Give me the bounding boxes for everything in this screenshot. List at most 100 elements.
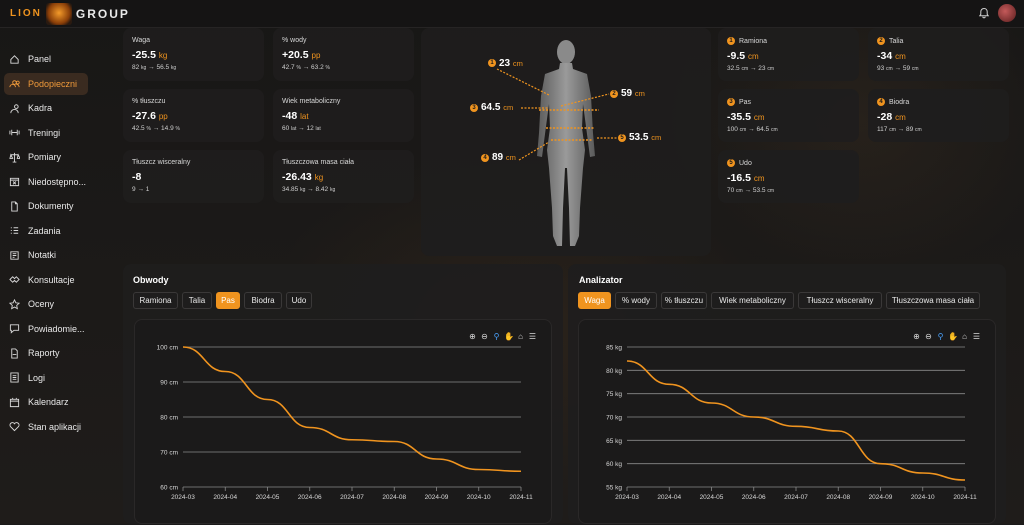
measure-number-badge: 4 bbox=[481, 154, 489, 162]
range-from: 42.5 bbox=[132, 125, 145, 132]
stat-unit: kg bbox=[159, 51, 167, 60]
range-to-unit: cm bbox=[767, 66, 774, 72]
sidebar-item[interactable]: Podopieczni bbox=[4, 73, 88, 95]
measure-line bbox=[497, 69, 549, 95]
x-tick-label: 2024-06 bbox=[742, 494, 766, 501]
range-from: 70 bbox=[727, 187, 734, 194]
tab-obwody[interactable]: Pas bbox=[216, 292, 240, 309]
x-tick-label: 2024-08 bbox=[826, 494, 850, 501]
staff-icon bbox=[9, 103, 20, 114]
y-tick-label: 100 cm bbox=[157, 345, 178, 352]
range-from-unit: cm bbox=[741, 66, 748, 72]
range-to-unit: cm bbox=[767, 188, 774, 194]
logo-text-left: LION bbox=[10, 8, 42, 19]
stat-value: -16.5 cm bbox=[727, 172, 850, 184]
sidebar-item[interactable]: Stan aplikacji bbox=[4, 416, 88, 438]
measure-number: 59 bbox=[621, 88, 632, 99]
stat-label: Waga bbox=[132, 37, 255, 44]
stat-label: % tłuszczu bbox=[132, 98, 255, 105]
measure-number: 23 bbox=[499, 58, 510, 69]
range-to: 14.9 bbox=[161, 125, 174, 132]
sidebar-item[interactable]: Notatki bbox=[4, 244, 88, 266]
range-to: 89 bbox=[906, 126, 913, 133]
stat-number: -34 bbox=[877, 50, 892, 62]
measure-unit: cm bbox=[651, 133, 661, 142]
sidebar-item[interactable]: Pomiary bbox=[4, 146, 88, 168]
x-tick-label: 2024-07 bbox=[340, 494, 364, 501]
sidebar-item[interactable]: Dokumenty bbox=[4, 195, 88, 217]
sidebar-item[interactable]: Kalendarz bbox=[4, 391, 88, 413]
measure-unit: cm bbox=[503, 103, 513, 112]
y-tick-label: 60 kg bbox=[606, 461, 622, 468]
app-logo[interactable]: LION GROUP bbox=[10, 3, 130, 25]
stat-label: Udo bbox=[739, 160, 752, 167]
sidebar-item[interactable]: Raporty bbox=[4, 342, 88, 364]
x-tick-label: 2024-04 bbox=[657, 494, 681, 501]
y-tick-label: 85 kg bbox=[606, 345, 622, 352]
bell-icon[interactable] bbox=[978, 7, 990, 19]
tab-obwody[interactable]: Ramiona bbox=[133, 292, 178, 309]
stat-range: 70 cm → 53.5 cm bbox=[727, 187, 850, 194]
tab-analizator[interactable]: Wiek metaboliczny bbox=[711, 292, 794, 309]
sidebar-item-label: Zadania bbox=[28, 226, 61, 236]
stat-label: Tłuszcz wisceralny bbox=[132, 159, 255, 166]
measure-number-badge: 4 bbox=[877, 98, 885, 106]
tab-analizator[interactable]: Tłuszczowa masa ciała bbox=[886, 292, 980, 309]
handshake-icon bbox=[9, 274, 20, 285]
user-avatar[interactable] bbox=[998, 4, 1016, 22]
range-to: 8.42 bbox=[316, 186, 329, 193]
range-to: 1 bbox=[146, 186, 150, 193]
sidebar-item[interactable]: Panel bbox=[4, 48, 88, 70]
tab-analizator[interactable]: % wody bbox=[615, 292, 657, 309]
sidebar-item[interactable]: Konsultacje bbox=[4, 269, 88, 291]
sidebar-item-label: Podopieczni bbox=[28, 79, 77, 89]
sidebar-item[interactable]: Kadra bbox=[4, 97, 88, 119]
star-icon bbox=[9, 299, 20, 310]
range-from: 82 bbox=[132, 64, 139, 71]
x-tick-label: 2024-10 bbox=[467, 494, 491, 501]
measure-value: 64.5 cm bbox=[481, 102, 513, 113]
stat-label: Wiek metaboliczny bbox=[282, 98, 405, 105]
stat-range: 32.5 cm → 23 cm bbox=[727, 65, 850, 72]
range-from: 93 bbox=[877, 65, 884, 72]
tab-analizator[interactable]: Waga bbox=[578, 292, 611, 309]
top-bar: LION GROUP bbox=[0, 0, 1024, 28]
tab-analizator[interactable]: % tłuszczu bbox=[661, 292, 707, 309]
tab-analizator[interactable]: Tłuszcz wisceralny bbox=[798, 292, 882, 309]
stat-label: Biodra bbox=[889, 99, 909, 106]
sidebar-item[interactable]: Oceny bbox=[4, 293, 88, 315]
sidebar-item-label: Powiadomie... bbox=[28, 324, 85, 334]
sidebar-item[interactable]: Niedostępno... bbox=[4, 171, 88, 193]
range-to: 63.2 bbox=[311, 64, 324, 71]
range-from: 117 bbox=[877, 126, 887, 133]
sidebar-item[interactable]: Powiadomie... bbox=[4, 318, 88, 340]
stat-label: Talia bbox=[889, 38, 903, 45]
message-icon bbox=[9, 323, 20, 334]
range-from-unit: % bbox=[146, 126, 150, 132]
sidebar-item[interactable]: Treningi bbox=[4, 122, 88, 144]
tab-obwody[interactable]: Talia bbox=[182, 292, 212, 309]
tab-obwody[interactable]: Biodra bbox=[244, 292, 282, 309]
measure-value: 23 cm bbox=[499, 58, 523, 69]
stat-value: -27.6 pp bbox=[132, 110, 255, 122]
stat-card: Tłuszcz wisceralny-8 9 → 1 bbox=[123, 150, 264, 203]
stat-number: -27.6 bbox=[132, 110, 156, 122]
range-to-unit: kg bbox=[171, 65, 176, 71]
x-tick-label: 2024-05 bbox=[700, 494, 724, 501]
x-tick-label: 2024-04 bbox=[213, 494, 237, 501]
range-from-unit: lat bbox=[291, 126, 296, 132]
sidebar-item[interactable]: Logi bbox=[4, 367, 88, 389]
stat-number: -28 bbox=[877, 111, 892, 123]
sidebar-item[interactable]: Zadania bbox=[4, 220, 88, 242]
tab-obwody[interactable]: Udo bbox=[286, 292, 312, 309]
